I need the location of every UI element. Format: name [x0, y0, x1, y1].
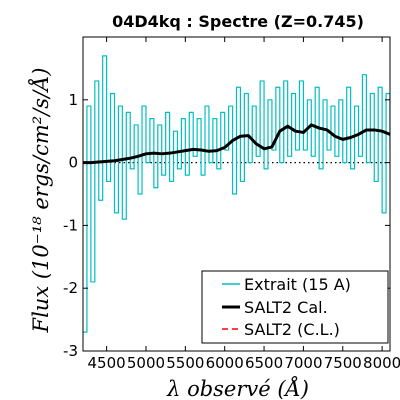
- x-tick-label-4: 6500: [245, 354, 283, 372]
- y-axis-label: Flux (10⁻¹⁸ ergs/cm²/s/Å): [28, 68, 53, 334]
- legend-label-salt2-cal: SALT2 Cal.: [244, 298, 328, 317]
- x-tick-label-0: 4500: [88, 354, 126, 372]
- series-line-0: [83, 55, 390, 333]
- x-axis-label: λ observé (Å): [166, 376, 309, 400]
- legend: Extrait (15 A) SALT2 Cal. SALT2 (C.L.): [201, 270, 389, 344]
- legend-label-extrait: Extrait (15 A): [244, 275, 351, 294]
- chart-title: 04D4kq : Spectre (Z=0.745): [112, 12, 364, 31]
- y-tick-label-2: -1: [63, 216, 78, 234]
- x-tick-label-6: 7500: [324, 354, 362, 372]
- x-tick-label-1: 5000: [127, 354, 165, 372]
- plot-frame: [82, 36, 391, 352]
- series-line-1: [83, 123, 390, 165]
- x-tick-label-7: 8000: [363, 354, 400, 372]
- y-tick-label-3: 0: [68, 154, 78, 172]
- x-tick-label-5: 7000: [284, 354, 322, 372]
- y-tick-label-4: 1: [68, 91, 78, 109]
- legend-label-salt2-cl: SALT2 (C.L.): [244, 320, 340, 339]
- y-tick-label-1: -2: [63, 279, 78, 297]
- plot-area: 4500 5000 5500 6000 6500 7000 7500 8000 -3 -2 -1 0 1: [63, 36, 400, 372]
- x-tick-label-2: 5500: [166, 354, 204, 372]
- x-tick-label-3: 6000: [206, 354, 244, 372]
- y-tick-label-0: -3: [63, 342, 78, 360]
